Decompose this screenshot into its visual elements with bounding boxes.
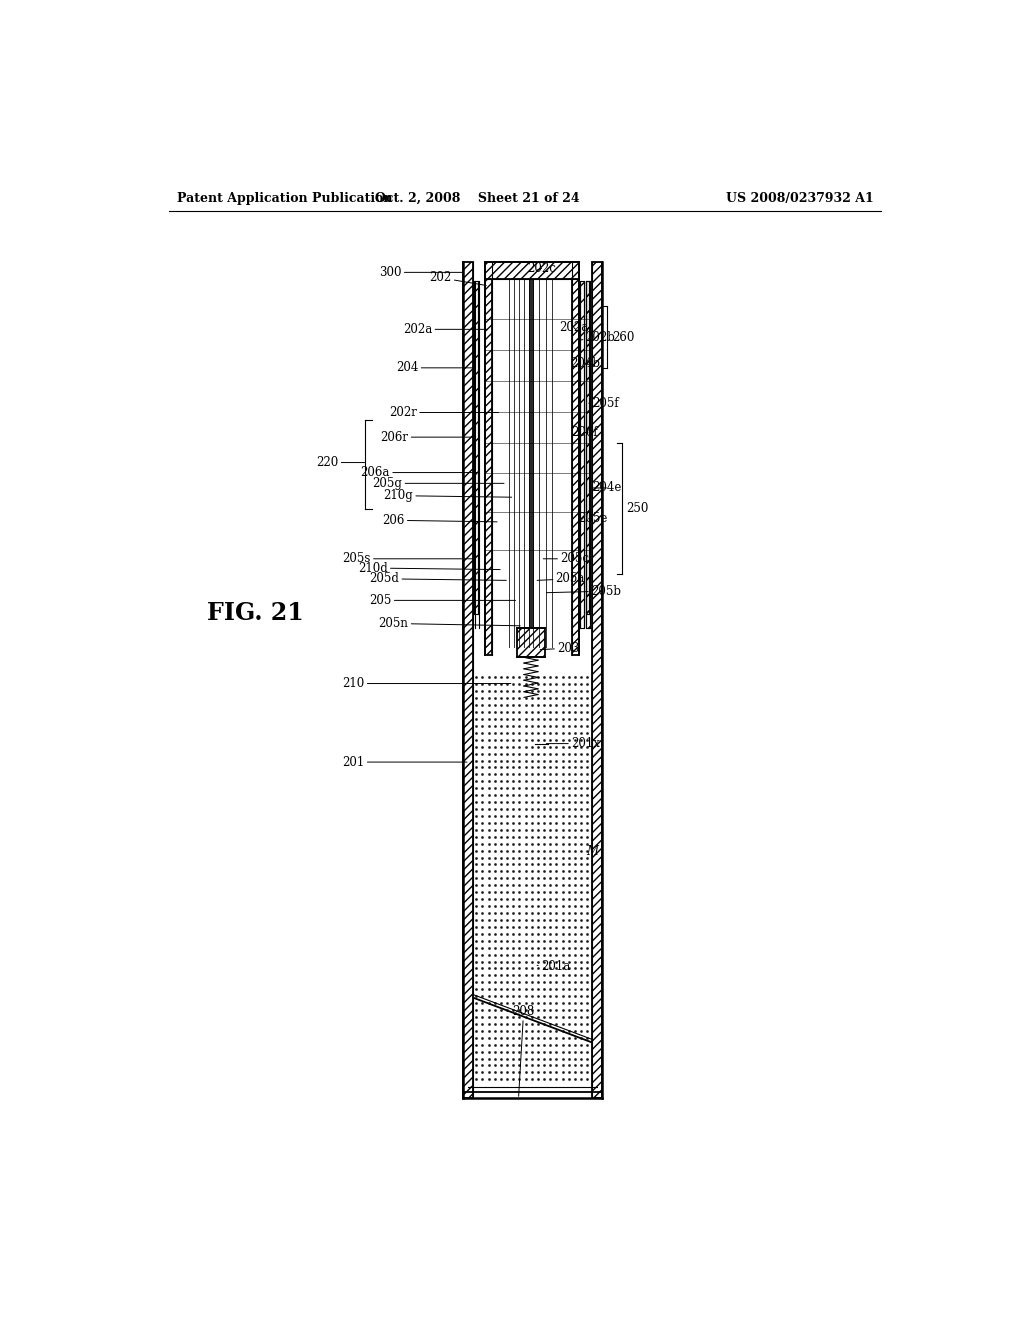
Text: 202r: 202r bbox=[389, 407, 499, 418]
Text: FIG. 21: FIG. 21 bbox=[207, 601, 304, 624]
Text: 204e: 204e bbox=[590, 482, 622, 495]
Bar bbox=[463, 263, 473, 1098]
Text: 206f: 206f bbox=[571, 426, 598, 440]
Text: 203: 203 bbox=[541, 642, 580, 655]
Text: 205a: 205a bbox=[538, 573, 585, 585]
Text: 210: 210 bbox=[342, 677, 511, 690]
Text: 205c: 205c bbox=[544, 552, 589, 565]
Text: 202c: 202c bbox=[527, 261, 556, 275]
Bar bbox=[484, 263, 492, 655]
Bar bbox=[484, 263, 579, 280]
Text: 205g: 205g bbox=[373, 477, 504, 490]
Text: 202a: 202a bbox=[559, 321, 589, 334]
Text: 210d: 210d bbox=[358, 561, 500, 574]
Text: 202b: 202b bbox=[580, 330, 615, 343]
Text: 250: 250 bbox=[627, 502, 649, 515]
Bar bbox=[587, 281, 590, 628]
Text: 205s: 205s bbox=[342, 552, 473, 565]
Text: 300: 300 bbox=[379, 265, 463, 279]
Text: 202a: 202a bbox=[403, 323, 487, 335]
Text: 204: 204 bbox=[396, 362, 473, 375]
Text: 205b: 205b bbox=[547, 585, 621, 598]
Bar bbox=[586, 281, 590, 614]
Bar bbox=[528, 280, 534, 647]
Text: 208: 208 bbox=[512, 1005, 535, 1096]
Text: 220: 220 bbox=[316, 455, 365, 469]
Bar bbox=[571, 263, 579, 655]
Bar bbox=[581, 281, 584, 628]
Bar bbox=[592, 263, 602, 1098]
Text: 210g: 210g bbox=[383, 490, 512, 502]
Text: 205e: 205e bbox=[578, 512, 607, 525]
Text: M: M bbox=[587, 845, 598, 858]
Text: US 2008/0237932 A1: US 2008/0237932 A1 bbox=[726, 191, 873, 205]
Text: 206r: 206r bbox=[381, 430, 475, 444]
Text: 204b: 204b bbox=[570, 356, 600, 370]
Text: 205f: 205f bbox=[589, 397, 618, 409]
Text: 202: 202 bbox=[429, 271, 486, 285]
Text: 201x: 201x bbox=[547, 737, 600, 750]
Bar bbox=[474, 281, 478, 614]
Text: Patent Application Publication: Patent Application Publication bbox=[177, 191, 392, 205]
Text: 201a: 201a bbox=[538, 961, 570, 973]
Text: 201: 201 bbox=[342, 755, 467, 768]
Text: 205d: 205d bbox=[370, 573, 506, 585]
Text: 205n: 205n bbox=[379, 616, 520, 630]
Text: 205: 205 bbox=[370, 594, 515, 607]
Text: 206a: 206a bbox=[360, 466, 478, 479]
Text: 206: 206 bbox=[382, 513, 497, 527]
Bar bbox=[517, 628, 545, 657]
Text: Oct. 2, 2008    Sheet 21 of 24: Oct. 2, 2008 Sheet 21 of 24 bbox=[375, 191, 580, 205]
Text: 260: 260 bbox=[611, 330, 634, 343]
